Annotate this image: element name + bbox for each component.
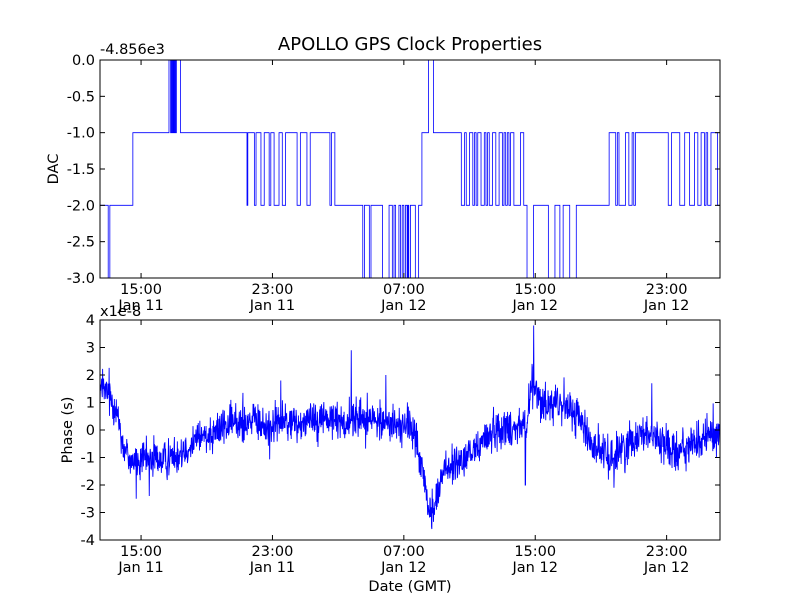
dac-y-tick-label: -3.0 <box>67 271 95 287</box>
phase-y-tick-label: -3 <box>81 506 95 522</box>
dac-x-tick-date: Jan 12 <box>643 298 689 314</box>
dac-y-tick-label: 0.0 <box>72 53 95 69</box>
dac-y-tick-label: -1.0 <box>67 126 95 142</box>
dac-offset-label: -4.856e3 <box>100 42 165 58</box>
dac-x-tick-date: Jan 11 <box>117 298 163 314</box>
dac-y-axis-label: DAC <box>46 154 62 185</box>
x-axis-label: Date (GMT) <box>368 579 451 595</box>
phase-y-tick-label: 4 <box>86 313 95 329</box>
phase-y-tick-label: -1 <box>81 451 95 467</box>
dac-y-tick-label: -1.5 <box>67 162 95 178</box>
dac-series-line <box>100 59 720 279</box>
phase-offset-label: x1e-8 <box>100 304 141 320</box>
phase-y-tick-label: 3 <box>86 341 95 357</box>
phase-x-tick-date: Jan 12 <box>643 560 689 576</box>
phase-x-tick-time: 23:00 <box>252 544 294 560</box>
dac-x-tick-time: 23:00 <box>646 282 688 298</box>
dac-x-tick-date: Jan 12 <box>512 298 558 314</box>
dac-x-tick-time: 15:00 <box>120 282 162 298</box>
dac-x-tick-time: 15:00 <box>514 282 556 298</box>
phase-y-tick-label: 1 <box>86 396 95 412</box>
phase-y-tick-label: -4 <box>81 533 95 549</box>
phase-y-tick-label: 2 <box>86 368 95 384</box>
phase-x-tick-time: 15:00 <box>120 544 162 560</box>
dac-x-tick-time: 23:00 <box>252 282 294 298</box>
dac-series-layer <box>100 59 720 279</box>
phase-x-tick-time: 15:00 <box>514 544 556 560</box>
dac-x-tick-time: 07:00 <box>383 282 425 298</box>
dac-x-tick-date: Jan 11 <box>249 298 295 314</box>
phase-x-tick-date: Jan 12 <box>512 560 558 576</box>
dac-y-tick-label: -0.5 <box>67 89 95 105</box>
phase-x-tick-date: Jan 11 <box>117 560 163 576</box>
phase-x-tick-time: 07:00 <box>383 544 425 560</box>
dac-y-tick-label: -2.5 <box>67 235 95 251</box>
figure-title: APOLLO GPS Clock Properties <box>278 34 542 55</box>
phase-series-layer <box>99 325 721 530</box>
phase-x-tick-date: Jan 12 <box>380 560 426 576</box>
phase-x-tick-date: Jan 11 <box>249 560 295 576</box>
phase-series-line <box>99 325 721 530</box>
dac-y-tick-label: -2.0 <box>67 198 95 214</box>
dac-x-tick-date: Jan 12 <box>380 298 426 314</box>
phase-x-tick-time: 23:00 <box>646 544 688 560</box>
phase-y-tick-label: 0 <box>86 423 95 439</box>
phase-y-axis-label: Phase (s) <box>60 397 76 464</box>
phase-y-tick-label: -2 <box>81 478 95 494</box>
